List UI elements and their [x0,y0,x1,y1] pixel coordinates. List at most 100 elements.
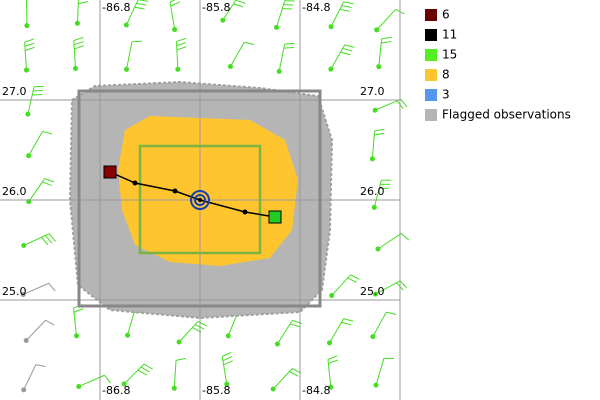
barb-tick [42,181,52,186]
barb-tick [73,41,84,46]
barb-tick [341,5,352,9]
barb-staff [175,41,179,70]
barb-staff [28,131,43,157]
barb-tick [134,6,145,10]
barb-tick [24,38,35,43]
barb-tick [48,233,56,242]
barb-staff [276,320,293,345]
barb-tick [136,2,147,6]
barb-staff [221,356,228,385]
legend-label: 8 [442,68,450,82]
latitude-label: 26.0 [2,185,27,198]
center-marker [198,198,202,202]
barb-tick [235,0,246,4]
barb-tick [222,356,233,362]
barb-tick [25,46,35,51]
barb-staff [126,41,133,70]
barb-tick [175,357,186,361]
latitude-label: 25.0 [360,285,385,298]
latitude-label: 25.0 [2,285,27,298]
track-points [132,180,248,215]
legend-swatch [425,9,437,21]
barb-tick [343,1,354,5]
barb-tick [45,319,55,326]
barb-tick [289,323,300,328]
barb-staff [378,38,383,67]
legend-label: 11 [442,28,457,42]
barb-staff [169,1,176,30]
barb-tick [399,280,408,289]
barb-tick [74,45,84,50]
barb-staff [330,44,346,70]
barb-tick [42,131,53,135]
barb-tick [344,44,355,48]
barb-staff [278,43,286,72]
legend-swatch [425,109,437,121]
barb-tick [41,236,49,246]
barb-staff [375,358,385,386]
barb-tick [343,318,354,322]
legend-swatch [425,69,437,81]
barb-tick [341,321,352,326]
barb-tick [350,274,360,280]
latitude-label: 27.0 [2,85,27,98]
barb-tick [138,0,149,2]
barb-staff [173,360,177,389]
longitude-label: -85.8 [202,1,230,14]
legend-swatch [425,29,437,41]
barb-tick [374,128,385,132]
barb-tick [400,233,410,241]
barb-tick [78,1,89,5]
barb-tick [386,311,397,315]
wind-barbs [20,0,410,393]
latitude-label: 27.0 [360,85,385,98]
barb-tick [283,46,294,49]
barb-tick [73,308,84,313]
longitude-label: -84.8 [302,1,330,14]
inner-box [138,144,262,255]
longitude-label: -86.8 [102,384,130,397]
barb-tick [176,42,187,47]
barb-staff [229,41,245,67]
coordinate-labels: -86.8 -86.8 -85.8 -85.8 -84.8 -84.8 27.0 27.0 26… [2,1,385,397]
barb-tick [176,37,187,42]
legend: 6 11 15 8 3 Flagged observations [425,8,571,122]
barb-staff [178,321,199,343]
barb-staff [23,364,37,391]
barb-tick [44,178,55,183]
barb-staff [373,180,382,208]
barb-tick [400,98,408,108]
barb-staff [76,0,79,24]
barb-staff [125,0,139,26]
barb-staff [327,359,332,388]
legend-swatch [425,49,437,61]
barb-staff [25,319,46,341]
legend-label: 15 [442,48,457,62]
barb-tick [381,40,392,44]
barb-tick [48,282,56,292]
barb-tick [137,369,147,376]
barb-tick [140,366,150,373]
barb-staff [276,0,286,28]
barb-tick [24,42,35,47]
barb-staff [371,130,376,159]
barb-staff [23,282,50,295]
barb-tick [143,363,153,370]
barb-staff [377,233,402,250]
barb-staff [375,280,401,295]
barb-tick [374,132,385,136]
barb-tick [339,8,350,12]
barb-staff [331,274,351,296]
barb-tick [327,355,338,360]
barb-staff [222,0,237,21]
domain-box [77,89,322,308]
center-marker [194,194,206,206]
barb-staff [123,363,145,385]
barb-staff [23,233,50,246]
barb-staff [24,42,27,71]
end-marker [268,210,282,224]
longitude-label: -84.8 [302,384,330,397]
barb-tick [73,36,84,42]
